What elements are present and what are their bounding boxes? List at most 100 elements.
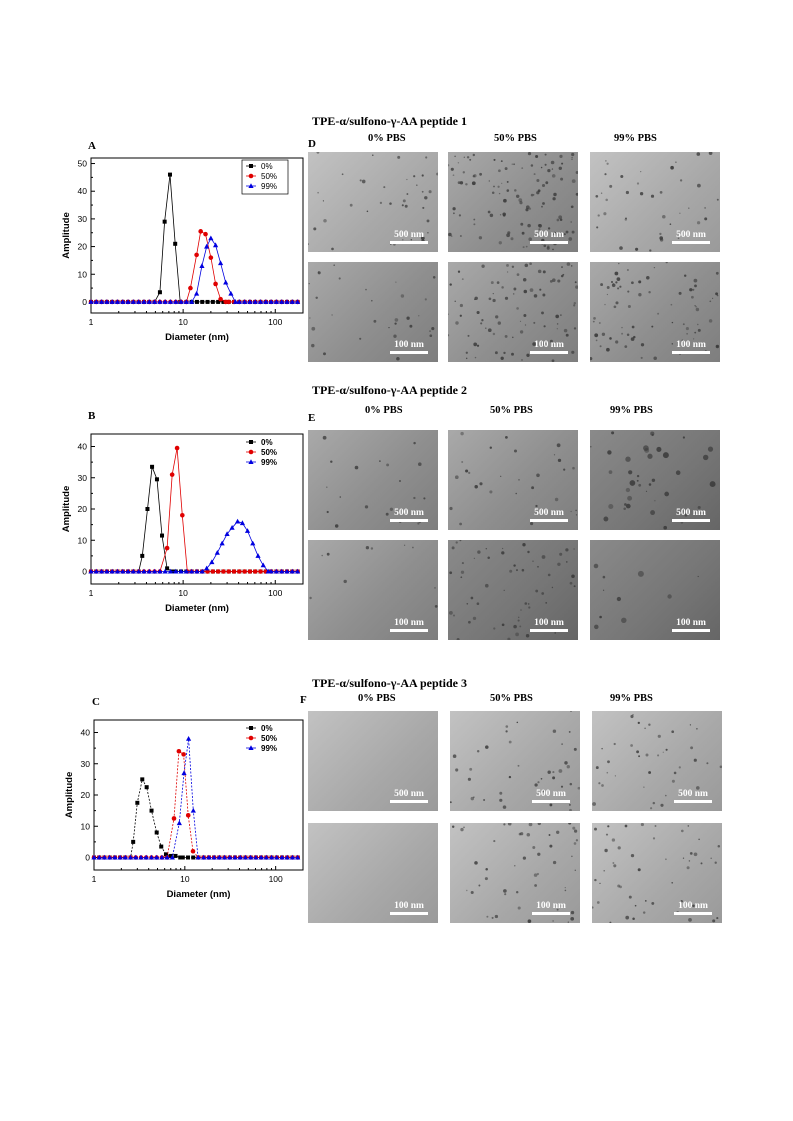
scale-bar-label: 100 nm — [534, 618, 564, 628]
data-point-50pct — [252, 569, 258, 574]
data-point-99pct — [284, 299, 290, 304]
scale-bar: 500 nm — [390, 508, 428, 522]
data-point-99pct — [289, 568, 295, 574]
tem-image-s3-r2-c2: 100 nm — [450, 823, 580, 923]
scale-bar-label: 500 nm — [534, 230, 564, 240]
panel-letter-a: A — [88, 140, 96, 152]
scale-bar: 100 nm — [390, 901, 428, 915]
data-point-99pct — [96, 854, 102, 860]
data-point-99pct — [130, 568, 136, 574]
data-point-99pct — [136, 299, 142, 304]
data-point-99pct — [234, 518, 241, 524]
data-point-99pct — [114, 299, 121, 304]
particle-layer — [448, 262, 578, 362]
tem-image-s1-r1-c3: 500 nm — [590, 152, 720, 252]
data-point-99pct — [201, 854, 207, 860]
tem-image-s2-r2-c1: 100 nm — [308, 540, 438, 640]
data-point-99pct — [268, 568, 274, 574]
panel-letter-c: C — [92, 696, 100, 708]
tem-image-s1-r2-c3: 100 nm — [590, 262, 720, 362]
data-point-99pct — [295, 568, 301, 574]
x-tick-label: 1 — [89, 317, 94, 327]
scale-bar-line — [672, 241, 710, 244]
scale-bar-label: 100 nm — [536, 901, 566, 911]
data-point-50pct — [188, 285, 193, 291]
particle-layer — [450, 711, 580, 811]
data-point-50pct — [198, 229, 203, 234]
series-line-50pct — [94, 750, 298, 858]
scale-bar-label: 100 nm — [534, 340, 564, 350]
data-point-99pct — [183, 568, 189, 574]
data-point-99pct — [221, 854, 228, 860]
data-point-50pct — [181, 752, 186, 757]
x-tick-label: 100 — [268, 588, 282, 598]
data-point-0pct — [145, 507, 150, 511]
data-point-99pct — [193, 290, 200, 296]
particle-layer — [595, 152, 719, 252]
scale-bar: 100 nm — [672, 618, 710, 632]
data-point-50pct — [237, 569, 242, 574]
data-point-99pct — [227, 854, 233, 860]
scale-bar-label: 500 nm — [676, 508, 706, 518]
data-point-99pct — [122, 854, 128, 860]
data-point-0pct — [144, 785, 149, 790]
data-point-50pct — [164, 545, 170, 551]
particle-layer — [309, 544, 438, 608]
y-tick-label: 20 — [78, 504, 88, 514]
tem-image-s2-r2-c2: 100 nm — [448, 540, 578, 640]
dls-chart-a: 0 10 20 30 40 50 1 10 100 Diameter (nm) Amplitude 0… — [61, 157, 304, 343]
data-point-99pct — [216, 854, 222, 860]
y-tick-label: 40 — [78, 186, 88, 196]
data-point-50pct — [169, 472, 175, 477]
x-axis-label: Diameter (nm) — [165, 603, 229, 614]
data-point-99pct — [224, 531, 230, 536]
data-point-99pct — [169, 854, 175, 860]
data-point-99pct — [112, 854, 118, 860]
legend-label: 50% — [261, 172, 277, 181]
data-point-50pct — [194, 252, 199, 258]
data-point-99pct — [247, 299, 253, 304]
data-point-99pct — [194, 568, 200, 574]
panel-letter-d: D — [308, 138, 316, 150]
data-point-0pct — [154, 830, 159, 835]
tem-image-s3-r1-c2: 500 nm — [450, 711, 580, 811]
scale-bar-line — [390, 912, 428, 915]
data-point-99pct — [93, 568, 99, 574]
data-point-50pct — [190, 848, 196, 854]
y-tick-label: 20 — [81, 790, 91, 800]
data-point-0pct — [160, 533, 165, 538]
legend-marker — [248, 173, 254, 179]
data-point-50pct — [242, 569, 247, 574]
data-point-99pct — [204, 565, 210, 571]
data-point-99pct — [133, 854, 139, 860]
y-tick-label: 30 — [78, 473, 88, 483]
data-point-99pct — [204, 243, 210, 249]
data-point-99pct — [253, 854, 259, 860]
series-line-99pct — [91, 521, 298, 572]
data-point-99pct — [154, 854, 160, 860]
legend-marker — [249, 440, 253, 444]
tem-image-s2-r1-c2: 500 nm — [448, 430, 578, 530]
data-point-99pct — [263, 854, 269, 860]
series-line-0pct — [91, 466, 298, 572]
scale-bar: 100 nm — [390, 340, 428, 354]
legend-marker — [248, 459, 254, 464]
column-header-99pbs-1: 99% PBS — [614, 133, 657, 144]
data-point-0pct — [191, 855, 196, 860]
data-point-99pct — [263, 299, 269, 304]
data-point-99pct — [141, 568, 147, 574]
scale-bar-label: 500 nm — [676, 230, 706, 240]
data-point-0pct — [157, 290, 162, 295]
series-line-50pct — [91, 230, 298, 303]
data-point-99pct — [91, 854, 97, 860]
tem-image-s2-r1-c3: 500 nm — [590, 430, 720, 530]
data-point-99pct — [107, 854, 113, 860]
x-tick-label: 10 — [180, 874, 190, 884]
legend-marker — [248, 183, 254, 188]
data-point-99pct — [295, 854, 301, 860]
y-tick-label: 50 — [78, 159, 88, 169]
tem-image-s3-r2-c1: 100 nm — [308, 823, 438, 923]
scale-bar-line — [674, 912, 712, 915]
data-point-99pct — [219, 540, 225, 546]
data-point-50pct — [174, 445, 180, 451]
